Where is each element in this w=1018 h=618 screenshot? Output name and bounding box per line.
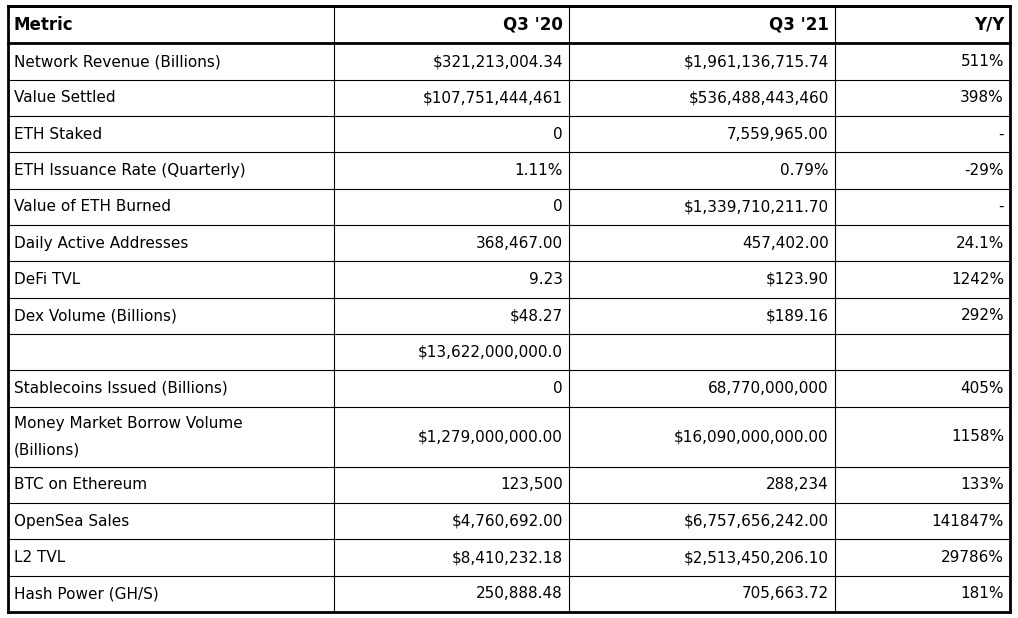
Text: $107,751,444,461: $107,751,444,461 [423, 90, 563, 105]
Text: Stablecoins Issued (Billions): Stablecoins Issued (Billions) [14, 381, 228, 396]
Text: ETH Staked: ETH Staked [14, 127, 102, 142]
Text: ETH Issuance Rate (Quarterly): ETH Issuance Rate (Quarterly) [14, 163, 245, 178]
Text: L2 TVL: L2 TVL [14, 550, 65, 565]
Text: 24.1%: 24.1% [956, 235, 1004, 251]
Text: Value of ETH Burned: Value of ETH Burned [14, 199, 171, 214]
Text: 292%: 292% [960, 308, 1004, 323]
Text: $4,760,692.00: $4,760,692.00 [452, 514, 563, 529]
Text: Dex Volume (Billions): Dex Volume (Billions) [14, 308, 177, 323]
Text: Value Settled: Value Settled [14, 90, 116, 105]
Text: Daily Active Addresses: Daily Active Addresses [14, 235, 188, 251]
Text: 7,559,965.00: 7,559,965.00 [727, 127, 829, 142]
Text: $16,090,000,000.00: $16,090,000,000.00 [674, 429, 829, 444]
Text: $321,213,004.34: $321,213,004.34 [433, 54, 563, 69]
Text: Y/Y: Y/Y [973, 15, 1004, 33]
Text: 0: 0 [554, 381, 563, 396]
Text: $6,757,656,242.00: $6,757,656,242.00 [683, 514, 829, 529]
Text: 705,663.72: 705,663.72 [741, 586, 829, 601]
Text: 511%: 511% [961, 54, 1004, 69]
Text: Metric: Metric [14, 15, 73, 33]
Text: $48.27: $48.27 [510, 308, 563, 323]
Text: 133%: 133% [960, 477, 1004, 493]
Text: $1,339,710,211.70: $1,339,710,211.70 [683, 199, 829, 214]
Text: 1242%: 1242% [951, 272, 1004, 287]
Text: -: - [999, 127, 1004, 142]
Text: 0.79%: 0.79% [780, 163, 829, 178]
Text: 1.11%: 1.11% [515, 163, 563, 178]
Text: $2,513,450,206.10: $2,513,450,206.10 [684, 550, 829, 565]
Text: 398%: 398% [960, 90, 1004, 105]
Text: Q3 '21: Q3 '21 [769, 15, 829, 33]
Text: 68,770,000,000: 68,770,000,000 [709, 381, 829, 396]
Text: 181%: 181% [961, 586, 1004, 601]
Text: 368,467.00: 368,467.00 [476, 235, 563, 251]
Text: (Billions): (Billions) [14, 442, 80, 457]
Text: $8,410,232.18: $8,410,232.18 [452, 550, 563, 565]
Text: $123.90: $123.90 [766, 272, 829, 287]
Text: 141847%: 141847% [931, 514, 1004, 529]
Text: Network Revenue (Billions): Network Revenue (Billions) [14, 54, 221, 69]
Text: $1,279,000,000.00: $1,279,000,000.00 [418, 429, 563, 444]
Text: 9.23: 9.23 [529, 272, 563, 287]
Text: 457,402.00: 457,402.00 [742, 235, 829, 251]
Text: 0: 0 [554, 127, 563, 142]
Text: 288,234: 288,234 [766, 477, 829, 493]
Text: $13,622,000,000.0: $13,622,000,000.0 [418, 345, 563, 360]
Text: Money Market Borrow Volume: Money Market Borrow Volume [14, 416, 242, 431]
Text: 0: 0 [554, 199, 563, 214]
Text: -29%: -29% [964, 163, 1004, 178]
Text: DeFi TVL: DeFi TVL [14, 272, 80, 287]
Text: Hash Power (GH/S): Hash Power (GH/S) [14, 586, 159, 601]
Text: $1,961,136,715.74: $1,961,136,715.74 [683, 54, 829, 69]
Text: Q3 '20: Q3 '20 [503, 15, 563, 33]
Text: 1158%: 1158% [951, 429, 1004, 444]
Text: -: - [999, 199, 1004, 214]
Text: 405%: 405% [961, 381, 1004, 396]
Text: 29786%: 29786% [941, 550, 1004, 565]
Text: BTC on Ethereum: BTC on Ethereum [14, 477, 148, 493]
Text: 123,500: 123,500 [501, 477, 563, 493]
Text: $189.16: $189.16 [766, 308, 829, 323]
Text: 250,888.48: 250,888.48 [476, 586, 563, 601]
Text: OpenSea Sales: OpenSea Sales [14, 514, 129, 529]
Text: $536,488,443,460: $536,488,443,460 [688, 90, 829, 105]
